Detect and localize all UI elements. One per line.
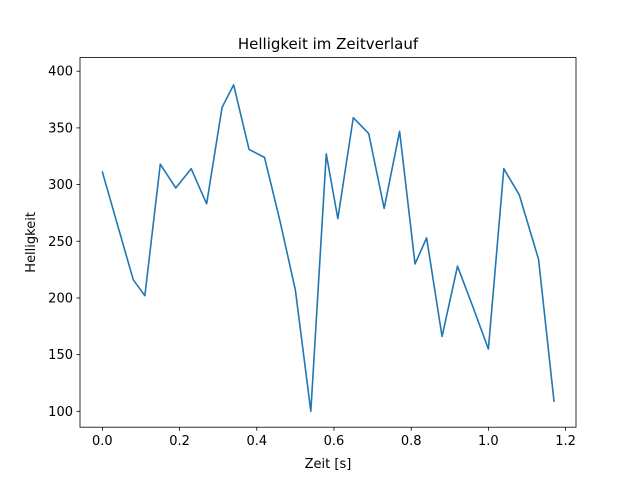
y-axis: 100 150 200 250 300 350 400 bbox=[48, 65, 80, 420]
series-layer bbox=[101, 84, 555, 413]
y-tick-label: 250 bbox=[48, 235, 73, 250]
chart-title: Helligkeit im Zeitverlauf bbox=[238, 35, 419, 53]
x-tick-label: 1.0 bbox=[478, 434, 499, 449]
x-axis-label: Zeit [s] bbox=[305, 457, 352, 472]
y-tick-label: 100 bbox=[48, 405, 73, 420]
x-tick-label: 1.2 bbox=[555, 434, 576, 449]
y-tick-label: 350 bbox=[48, 121, 73, 136]
y-tick-label: 200 bbox=[48, 291, 73, 306]
y-tick-label: 400 bbox=[48, 65, 73, 80]
series-line bbox=[101, 84, 555, 413]
x-axis: 0.0 0.2 0.4 0.6 0.8 1.0 1.2 bbox=[92, 427, 576, 449]
x-tick-label: 0.4 bbox=[246, 434, 267, 449]
plot-area-frame bbox=[79, 57, 577, 428]
y-tick-label: 150 bbox=[48, 348, 73, 363]
x-tick-label: 0.8 bbox=[401, 434, 422, 449]
x-tick-label: 0.6 bbox=[324, 434, 345, 449]
y-axis-label: Helligkeit bbox=[24, 212, 39, 273]
x-tick-label: 0.0 bbox=[92, 434, 113, 449]
x-tick-label: 0.2 bbox=[169, 434, 190, 449]
y-tick-label: 300 bbox=[48, 178, 73, 193]
